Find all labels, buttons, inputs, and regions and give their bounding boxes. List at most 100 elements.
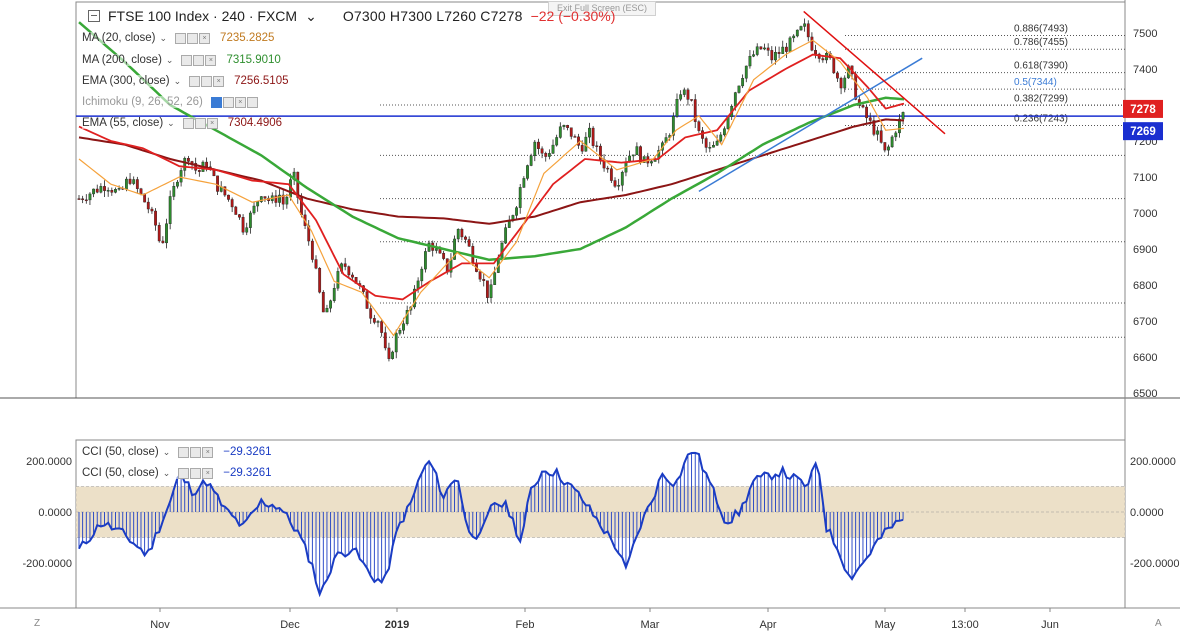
close-icon[interactable]: × xyxy=(199,32,211,44)
eye-icon[interactable] xyxy=(178,446,190,458)
close-icon[interactable]: × xyxy=(202,446,214,458)
chevron-down-icon[interactable]: ⌄ xyxy=(173,75,182,86)
eye-icon[interactable] xyxy=(182,117,194,129)
candle-body xyxy=(369,308,373,319)
candle-body xyxy=(562,125,566,127)
close-icon[interactable]: × xyxy=(205,54,217,66)
candle-body xyxy=(693,99,697,122)
candle-body xyxy=(467,239,471,247)
candle-body xyxy=(526,165,529,179)
candle-body xyxy=(865,106,869,119)
chevron-down-icon[interactable]: ⌄ xyxy=(167,117,175,128)
candle-body xyxy=(708,147,712,149)
eye-icon[interactable] xyxy=(189,75,201,87)
candle-body xyxy=(376,321,380,323)
chevron-down-icon[interactable]: ⌄ xyxy=(162,446,171,457)
candle-body xyxy=(183,158,187,171)
cci-axis-tick-right: 0.0000 xyxy=(1130,507,1164,519)
eye-icon[interactable] xyxy=(181,54,193,66)
candle-body xyxy=(755,46,759,55)
auto-scale-button[interactable]: A xyxy=(1155,618,1162,629)
cci-legend-2[interactable]: CCI (50, close) ⌄ × −29.3261 xyxy=(82,467,272,479)
collapse-legend-icon[interactable] xyxy=(88,10,100,22)
candle-body xyxy=(861,105,865,108)
candle-body xyxy=(146,201,150,210)
candle-body xyxy=(810,36,814,51)
indicator-legend-ma200[interactable]: MA (200, close) ⌄ × 7315.9010 xyxy=(82,54,281,66)
candle-body xyxy=(752,54,755,57)
indicator-value: 7304.4906 xyxy=(227,117,283,129)
candle-body xyxy=(898,118,901,134)
candle-body xyxy=(686,89,690,100)
candle-body xyxy=(876,130,879,135)
chevron-down-icon[interactable]: ⌄ xyxy=(305,7,317,24)
hidden-eye-icon[interactable] xyxy=(210,96,222,108)
candle-body xyxy=(540,148,544,154)
candle-body xyxy=(814,49,817,55)
fib-level-label: 0.786(7455) xyxy=(1014,37,1068,48)
more-icon[interactable] xyxy=(246,96,258,108)
chevron-down-icon[interactable]: ⌄ xyxy=(162,467,171,478)
candle-body xyxy=(795,29,799,37)
settings-icon[interactable] xyxy=(190,467,202,479)
settings-icon[interactable] xyxy=(222,96,234,108)
candle-body xyxy=(489,284,493,298)
candle-body xyxy=(176,181,179,187)
candle-body xyxy=(402,323,405,331)
settings-icon[interactable] xyxy=(190,446,202,458)
close-icon[interactable]: × xyxy=(234,96,246,108)
ohlc-values: O7300 H7300 L7260 C7278 xyxy=(342,8,523,24)
price-axis-tick: 6900 xyxy=(1133,244,1157,256)
indicator-legend-ichimoku[interactable]: Ichimoku (9, 26, 52, 26) × xyxy=(82,96,258,108)
settings-icon[interactable] xyxy=(193,54,205,66)
candle-body xyxy=(259,196,263,202)
timezone-button[interactable]: Z xyxy=(34,618,41,629)
candle-body xyxy=(551,144,555,154)
candle-body xyxy=(635,146,639,156)
candle-body xyxy=(318,267,322,293)
cci-legend-1[interactable]: CCI (50, close) ⌄ × −29.3261 xyxy=(82,446,272,458)
fib-level-label: 0.382(7299) xyxy=(1014,93,1068,104)
chevron-down-icon[interactable]: ⌄ xyxy=(165,54,174,65)
candle-body xyxy=(704,138,708,148)
candle-body xyxy=(332,288,336,301)
candle-body xyxy=(227,194,230,200)
candle-body xyxy=(329,300,332,309)
indicator-value: 7256.5105 xyxy=(234,75,289,87)
candle-body xyxy=(781,46,785,54)
eye-icon[interactable] xyxy=(175,32,187,44)
candle-body xyxy=(591,127,595,146)
ma-20-line xyxy=(78,39,905,337)
chevron-down-icon[interactable]: ⌄ xyxy=(159,32,168,43)
settings-icon[interactable] xyxy=(194,117,206,129)
price-badge-bg xyxy=(1123,99,1163,118)
indicator-legend-ma20[interactable]: MA (20, close) ⌄ × 7235.2825 xyxy=(82,32,275,44)
indicator-legend-ema300[interactable]: EMA (300, close) ⌄ × 7256.5105 xyxy=(82,75,289,87)
candle-body xyxy=(424,251,427,270)
candle-body xyxy=(456,229,460,240)
candle-body xyxy=(537,141,540,149)
candle-body xyxy=(566,125,570,128)
eye-icon[interactable] xyxy=(178,467,190,479)
settings-icon[interactable] xyxy=(187,32,199,44)
candle-body xyxy=(179,170,183,183)
close-icon[interactable]: × xyxy=(206,117,218,129)
close-icon[interactable]: × xyxy=(213,75,225,87)
indicator-label: CCI (50, close) xyxy=(82,446,159,458)
price-badge-text: 7278 xyxy=(1130,104,1156,116)
time-axis-tick: Apr xyxy=(759,619,776,631)
candle-body xyxy=(617,185,621,187)
candle-body xyxy=(482,279,486,281)
indicator-label: EMA (300, close) xyxy=(82,75,170,87)
candle-body xyxy=(285,196,289,205)
symbol-title[interactable]: FTSE 100 Index · 240 · FXCM xyxy=(108,8,298,24)
settings-icon[interactable] xyxy=(201,75,213,87)
indicator-legend-ema55[interactable]: EMA (55, close) ⌄ × 7304.4906 xyxy=(82,117,283,129)
close-icon[interactable]: × xyxy=(202,467,214,479)
candle-body xyxy=(890,136,894,148)
candle-body xyxy=(533,141,537,157)
candle-body xyxy=(263,196,267,199)
candle-body xyxy=(420,268,424,282)
candle-body xyxy=(216,175,219,192)
candle-body xyxy=(172,186,176,197)
